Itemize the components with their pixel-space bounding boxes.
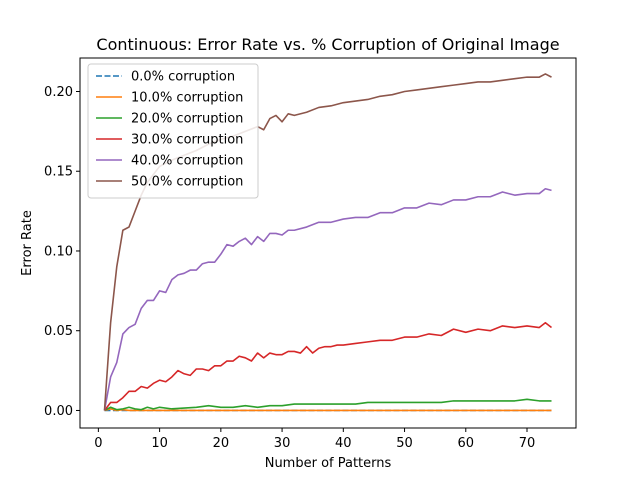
x-tick-label: 40 [335,436,352,451]
legend-label-1: 10.0% corruption [131,91,243,106]
legend-label-5: 50.0% corruption [131,175,243,190]
y-tick-label: 0.10 [44,244,73,259]
legend-label-4: 40.0% corruption [131,154,243,169]
series-group [103,73,553,412]
legend-label-3: 30.0% corruption [131,133,243,148]
y-tick-label: 0.20 [44,85,73,100]
x-tick-label: 50 [396,436,413,451]
legend: 0.0% corruption 10.0% corruption 20.0% cor… [87,63,259,199]
x-tick-label: 60 [458,436,475,451]
y-tick-label: 0.15 [44,165,73,180]
legend-box [87,63,259,199]
axes-group: 0 10 20 30 40 50 60 70 0.00 0.05 0.10 0.15 0.20 [44,57,577,451]
x-tick-label: 70 [519,436,536,451]
x-tick-label: 10 [151,436,168,451]
x-axis-label: Number of Patterns [265,456,392,471]
chart-title: Continuous: Error Rate vs. % Corruption … [96,35,559,54]
legend-label-0: 0.0% corruption [131,70,235,85]
series-line-4 [103,187,552,411]
y-tick-label: 0.00 [44,404,73,419]
x-tick-label: 30 [274,436,291,451]
series-line-3 [103,321,553,411]
y-tick-label: 0.05 [44,324,73,339]
series-line-2 [104,398,552,412]
x-tick-label: 20 [213,436,230,451]
x-tick-label: 0 [94,436,102,451]
y-axis-label: Error Rate [20,210,35,276]
axes-frame [79,57,577,429]
legend-label-2: 20.0% corruption [131,112,243,127]
